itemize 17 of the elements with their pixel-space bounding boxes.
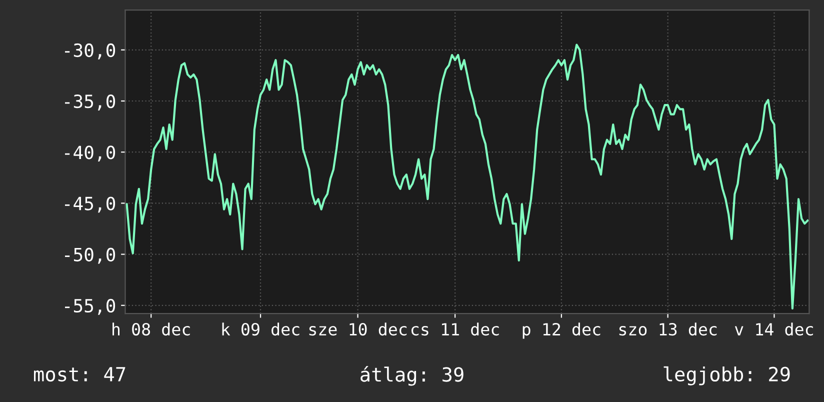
y-tick-label: -50,0 (65, 248, 116, 264)
x-tick-label: szo 13 dec (619, 322, 717, 336)
y-tick-label: -45,0 (65, 196, 116, 213)
line-series (126, 44, 809, 310)
x-tick-label: h 08 dec (112, 322, 190, 336)
text: átlag: 39 (360, 366, 464, 386)
x-tick-label: cs 11 dec (411, 322, 499, 336)
y-tick-label: -55,0 (65, 298, 116, 315)
x-tick-label: v 14 dec (734, 322, 813, 336)
text: most: 47 (34, 367, 126, 382)
y-tick-label: -35,0 (65, 94, 116, 110)
text: legjobb: 29 (664, 366, 790, 386)
x-tick-label: p 12 dec (522, 322, 600, 339)
y-tick-label: -40,0 (65, 146, 116, 162)
x-tick-label: k 09 dec (222, 322, 300, 336)
y-tick-label: -30,0 (65, 43, 116, 60)
x-tick-label: sze 10 dec (309, 322, 407, 336)
